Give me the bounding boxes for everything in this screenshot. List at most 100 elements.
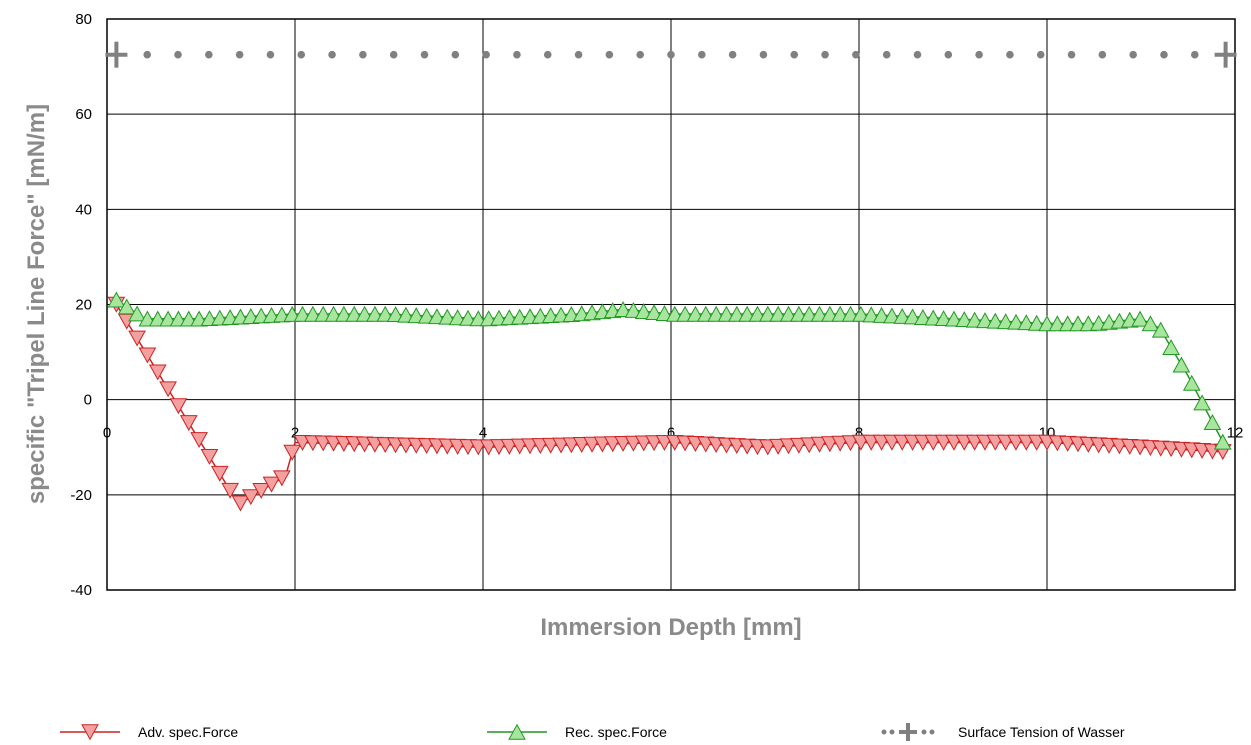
x-tick-labels: 0 2 4 6 8 10 12 — [103, 425, 1244, 442]
adv-force-point — [200, 448, 219, 465]
rec-force-point — [903, 308, 922, 325]
surface-tension-point — [420, 50, 429, 59]
legend-item: Surface Tension of Wasser — [881, 723, 1125, 741]
surface-tension-point — [1006, 50, 1014, 59]
y-tick-label: 80 — [75, 11, 92, 28]
surface-tension-point — [759, 50, 768, 59]
grid — [107, 19, 1235, 590]
adv-force-point — [272, 470, 291, 487]
rec-force-point — [655, 305, 674, 322]
surface-tension-point — [328, 50, 336, 59]
rec-force-point — [407, 307, 426, 324]
legend-label: Adv. spec.Force — [138, 724, 238, 740]
surface-tension-point — [1067, 50, 1076, 59]
rec-force-point — [872, 306, 891, 323]
adv-force-point — [769, 438, 788, 455]
rec-force-point — [914, 309, 932, 325]
rec-force-point — [976, 312, 994, 329]
rec-force-point — [386, 306, 405, 323]
surface-tension-point — [944, 50, 953, 59]
rec-force-point — [614, 301, 632, 318]
adv-force-point — [128, 330, 146, 347]
series-2 — [105, 41, 1237, 68]
rec-force-point — [438, 308, 457, 325]
adv-force-point — [190, 432, 208, 449]
legend-swatch — [929, 729, 935, 735]
rec-force-point — [934, 310, 953, 326]
adv-force-point — [821, 436, 839, 453]
rec-force-point — [1141, 315, 1160, 332]
legend-swatch — [921, 729, 927, 735]
surface-tension-point — [698, 50, 706, 59]
rec-force-point — [417, 307, 436, 324]
rec-force-point — [965, 311, 984, 328]
rec-force-point — [1213, 433, 1232, 450]
adv-force-point — [148, 364, 167, 381]
surface-tension-point — [975, 50, 983, 59]
rec-force-point — [1172, 356, 1191, 373]
surface-tension-point — [636, 50, 644, 59]
rec-force-point — [955, 311, 974, 328]
adv-force-point — [138, 347, 157, 364]
series-layer — [105, 41, 1237, 512]
surface-tension-point — [1129, 50, 1137, 59]
rec-force-point — [1027, 314, 1046, 331]
rec-force-point — [986, 312, 1005, 329]
adv-force-point — [210, 465, 229, 482]
surface-tension-point — [543, 50, 552, 59]
rec-force-point — [1193, 394, 1211, 411]
rec-force-point — [996, 313, 1015, 330]
adv-force-point — [800, 437, 819, 454]
adv-force-point — [283, 444, 302, 461]
surface-tension-point — [451, 50, 460, 59]
plot-frame — [106, 18, 1236, 591]
adv-force-point — [831, 435, 850, 452]
rec-force-point — [117, 298, 136, 315]
series-0 — [107, 296, 1232, 512]
y-tick-label: 0 — [84, 392, 92, 409]
rec-force-point — [883, 307, 901, 324]
legend-swatch — [508, 723, 526, 740]
adv-force-point — [159, 381, 177, 398]
y-axis-title: specific "Tripel Line Force" [mN/m] — [23, 104, 50, 504]
surface-tension-point — [852, 50, 860, 59]
rec-force-point — [1162, 339, 1180, 356]
adv-force-point — [789, 437, 808, 454]
adv-force-point — [841, 435, 860, 452]
rec-force-point — [645, 304, 663, 321]
rec-force-point — [107, 291, 126, 308]
y-tick-label: 60 — [75, 106, 92, 123]
legend-label: Rec. spec.Force — [565, 724, 667, 740]
surface-tension-point — [205, 50, 213, 59]
x-axis-title: Immersion Depth [mm] — [540, 614, 801, 641]
surface-tension-point — [882, 50, 891, 59]
rec-force-point — [634, 303, 653, 319]
adv-force-point — [221, 482, 239, 499]
surface-tension-point — [574, 50, 583, 59]
rec-force-point — [1131, 310, 1149, 327]
adv-force-point — [779, 438, 798, 455]
rec-force-point — [924, 309, 943, 326]
rec-force-point — [448, 309, 467, 326]
rec-force-point — [624, 301, 643, 318]
legend-swatch — [81, 724, 99, 741]
legend-swatch — [889, 729, 895, 735]
x-tick-label: 4 — [479, 425, 487, 442]
legend-item: Adv. spec.Force — [60, 724, 238, 741]
legend-label: Surface Tension of Wasser — [958, 724, 1125, 740]
surface-tension-point — [821, 50, 829, 59]
x-tick-label: 0 — [103, 425, 111, 442]
series-1 — [107, 291, 1232, 450]
rec-force-point — [862, 306, 881, 323]
y-tick-label: -20 — [70, 487, 92, 504]
rec-force-point — [893, 307, 912, 324]
surface-tension-point — [266, 50, 275, 59]
surface-tension-point — [513, 50, 521, 59]
legend: Adv. spec.Force Rec. spec.Force Surface Te… — [60, 723, 1125, 741]
rec-force-point — [128, 305, 146, 322]
surface-tension-point — [359, 50, 367, 59]
adv-force-point — [169, 398, 188, 415]
surface-tension-point — [235, 50, 244, 59]
x-tick-label: 12 — [1227, 425, 1244, 442]
